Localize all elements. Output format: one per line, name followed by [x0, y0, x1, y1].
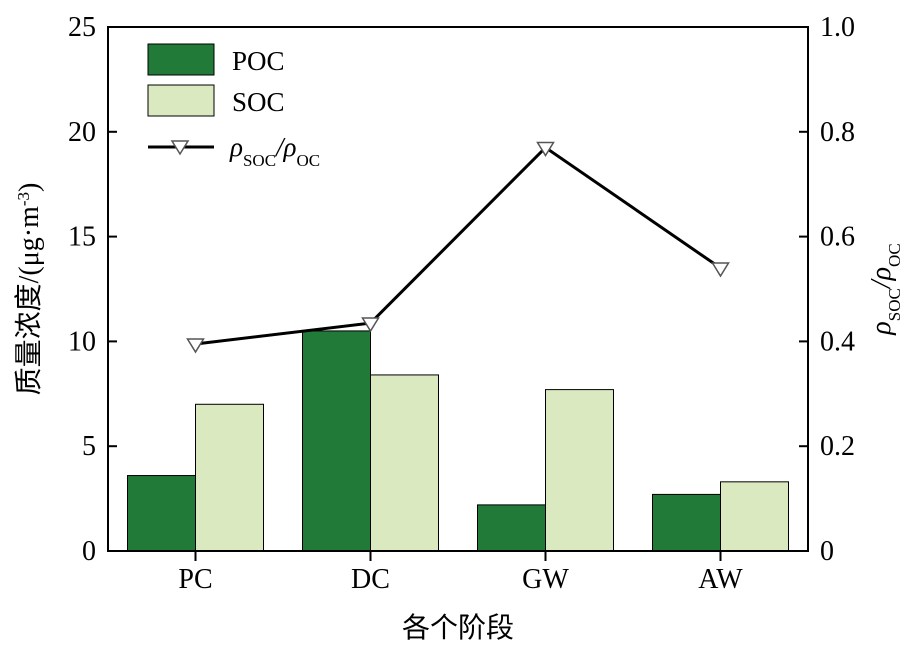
bar-soc-pc	[195, 403, 264, 552]
left-tick-label: 15	[68, 222, 96, 253]
legend-label-poc: POC	[232, 46, 285, 76]
bar-poc-dc	[302, 330, 371, 552]
ratio-marker-gw	[536, 141, 555, 157]
bar-poc-pc	[127, 475, 196, 552]
x-axis-label: 各个阶段	[402, 612, 514, 644]
right-tick-label: 1.0	[820, 12, 855, 43]
x-tick-label: GW	[522, 564, 569, 595]
bars-group	[127, 330, 789, 552]
left-tick-label: 5	[82, 431, 96, 462]
bar-poc-gw	[477, 504, 546, 552]
legend-label-ratio: ρSOC/ρOC	[229, 132, 320, 170]
x-axis-ticks: PC DC GW AW	[178, 551, 743, 595]
right-tick-label: 0.4	[820, 326, 855, 357]
ratio-line-group	[186, 141, 730, 354]
bar-poc-aw	[652, 493, 721, 552]
left-tick-label: 0	[82, 536, 96, 567]
bar-soc-dc	[370, 374, 439, 552]
left-tick-label: 25	[68, 12, 96, 43]
bar-soc-gw	[545, 389, 614, 552]
bar-soc-aw	[720, 481, 789, 552]
legend-swatch-poc	[147, 43, 215, 76]
ratio-line	[195, 145, 722, 346]
right-tick-label: 0.6	[820, 222, 855, 253]
ratio-marker-aw	[711, 262, 730, 278]
legend: POC SOC ρSOC/ρOC	[147, 43, 320, 170]
y-axis-left-label: 质量浓度/(μg·m-3)	[13, 183, 45, 396]
y-axis-right-label: ρSOC/ρOC	[866, 243, 904, 335]
right-tick-label: 0.8	[820, 117, 855, 148]
right-tick-label: 0.2	[820, 431, 855, 462]
right-axis-ticks: 0 0.2 0.4 0.6 0.8 1.0	[799, 12, 855, 567]
plot-frame	[107, 26, 809, 552]
x-tick-label: DC	[351, 564, 390, 595]
legend-swatch-soc	[147, 84, 215, 117]
x-tick-label: PC	[178, 564, 212, 595]
left-tick-label: 10	[68, 326, 96, 357]
left-tick-label: 20	[68, 117, 96, 148]
ratio-marker-dc	[361, 317, 380, 333]
ratio-marker-pc	[186, 338, 205, 354]
legend-triangle-marker	[170, 140, 190, 156]
legend-label-soc: SOC	[232, 87, 285, 117]
x-tick-label: AW	[698, 564, 743, 595]
left-axis-ticks: 0 5 10 15 20 25	[68, 12, 117, 567]
right-tick-label: 0	[820, 536, 834, 567]
